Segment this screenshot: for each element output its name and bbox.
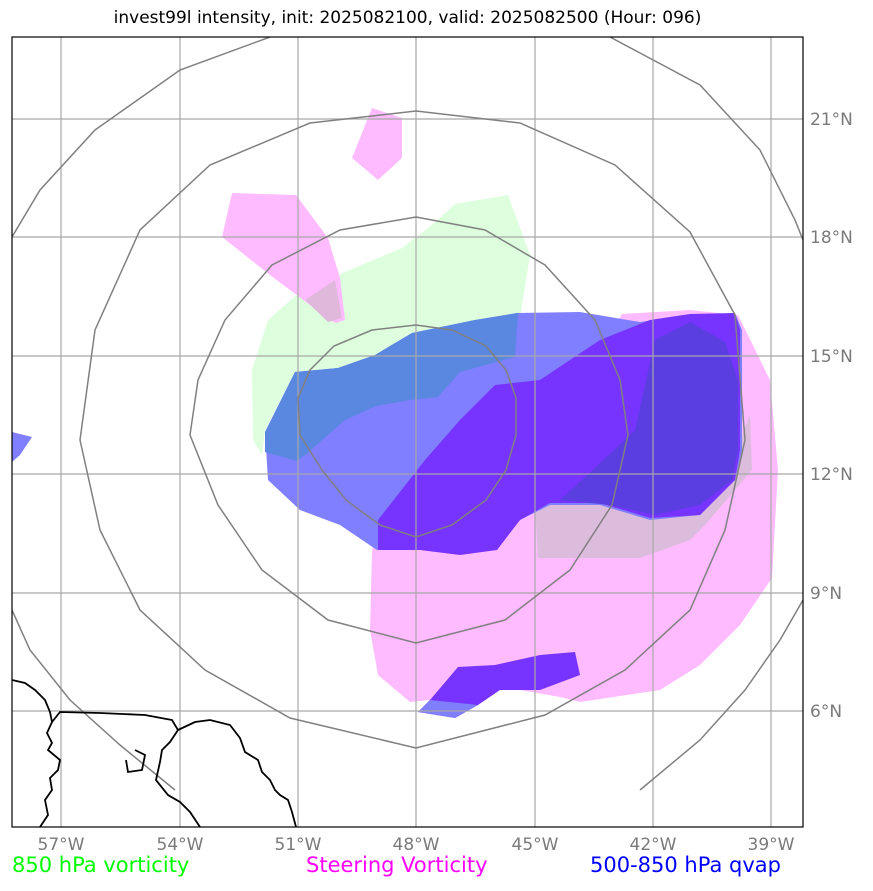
range-ring-2 — [189, 216, 629, 644]
lon-tick-label: 51°W — [275, 835, 322, 855]
range-ring-3 — [79, 110, 746, 749]
vorticity-850-region — [252, 195, 530, 455]
map-title: invest99l intensity, init: 2025082100, v… — [113, 8, 702, 28]
steering-vorticity-region-top — [352, 108, 402, 180]
range-rings — [12, 37, 803, 791]
range-ring-4 — [12, 37, 271, 238]
qvap-core-inner — [560, 322, 738, 515]
lon-tick-label: 39°W — [748, 835, 795, 855]
longitude-tick-labels: 57°W 54°W 51°W 48°W 45°W 42°W 39°W — [38, 835, 795, 855]
lat-tick-label: 9°N — [810, 584, 842, 604]
lon-tick-label: 45°W — [512, 835, 559, 855]
qvap-south-edge — [418, 700, 478, 718]
legend-qvap: 500-850 hPa qvap — [590, 853, 781, 877]
lat-tick-label: 18°N — [810, 228, 853, 248]
lon-tick-label: 54°W — [157, 835, 204, 855]
range-ring-1 — [297, 324, 517, 538]
range-ring-4-sw — [12, 609, 176, 791]
legend-steering-vorticity: Steering Vorticity — [306, 853, 488, 877]
lon-tick-label: 42°W — [630, 835, 677, 855]
qvap-vorticity-overlap — [265, 313, 518, 461]
lat-tick-label: 6°N — [810, 702, 842, 722]
map-frame — [11, 36, 804, 828]
coastline — [12, 679, 297, 827]
qvap-region-west — [12, 432, 32, 462]
range-ring-4-east — [609, 37, 803, 241]
lon-tick-label: 48°W — [393, 835, 440, 855]
graticule — [12, 37, 803, 827]
steering-vorticity-region-north — [222, 193, 345, 323]
lon-tick-label: 57°W — [38, 835, 85, 855]
range-ring-4-se — [639, 599, 803, 791]
lat-tick-label: 21°N — [810, 110, 853, 130]
lat-tick-label: 15°N — [810, 347, 853, 367]
overlap-region-south — [535, 415, 752, 558]
legend-850-vorticity: 850 hPa vorticity — [12, 853, 190, 877]
latitude-tick-labels: 21°N 18°N 15°N 12°N 9°N 6°N — [810, 110, 853, 722]
qvap-core-south — [418, 652, 580, 718]
overlap-region — [305, 280, 342, 322]
lat-tick-label: 12°N — [810, 465, 853, 485]
